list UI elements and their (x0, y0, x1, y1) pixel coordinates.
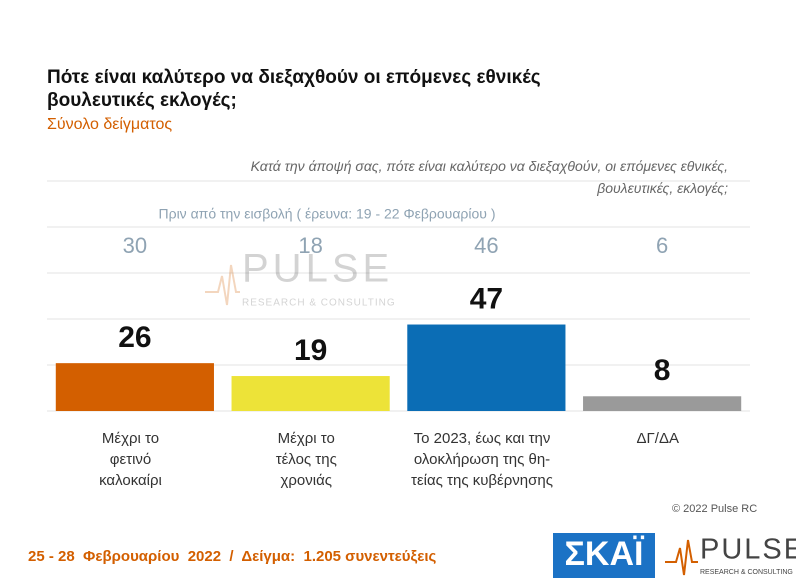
fieldwork: 25 - 28 Φεβρουαρίου 2022 / Δείγμα: 1.205… (28, 548, 437, 565)
skai-logo: ΣΚΑΪ (565, 535, 646, 573)
x-tick-label: ΔΓ/ΔΑ (636, 430, 679, 447)
watermark: PULSE RESEARCH & CONSULTING (205, 247, 396, 309)
watermark-icon (205, 264, 240, 306)
legend-previous: Πριν από την εισβολή ( έρευνα: 19 - 22 Φ… (159, 206, 496, 222)
value-label: 47 (470, 282, 503, 315)
previous-value-label: 18 (298, 233, 322, 258)
question: Κατά την άποψή σας, πότε είναι καλύτερο … (250, 158, 728, 196)
skai-logo-box (553, 533, 655, 578)
value-label: 19 (294, 334, 327, 367)
bar (583, 396, 742, 411)
previous-value-label: 6 (656, 233, 668, 258)
previous-value-label: 30 (123, 233, 147, 258)
watermark-tagline: RESEARCH & CONSULTING (242, 298, 396, 309)
value-label: 26 (118, 321, 151, 354)
value-label: 8 (654, 354, 671, 387)
previous-value-label: 46 (474, 233, 498, 258)
pulse-logo-tagline: RESEARCH & CONSULTING (700, 569, 793, 576)
copyright: © 2022 Pulse RC (672, 503, 758, 515)
bar (231, 376, 390, 411)
pulse-logo: PULSE (700, 534, 796, 566)
x-tick-label: Το 2023, έως και την ολοκλήρωση της θη- … (411, 430, 553, 489)
bar (407, 324, 566, 411)
bar (55, 363, 214, 411)
x-tick-label: Μέχρι το τέλος της χρονιάς (275, 430, 337, 489)
plot: Πριν από την εισβολή ( έρευνα: 19 - 22 Φ… (47, 180, 750, 412)
chart-title: Πότε είναι καλύτερο να διεξαχθούν οι επό… (47, 67, 541, 111)
watermark-text: PULSE (242, 247, 393, 291)
pulse-logo-icon (665, 539, 698, 576)
x-tick-label: Μέχρι το φετινό καλοκαίρι (99, 430, 162, 489)
chart-subtitle: Σύνολο δείγματος (47, 116, 173, 133)
